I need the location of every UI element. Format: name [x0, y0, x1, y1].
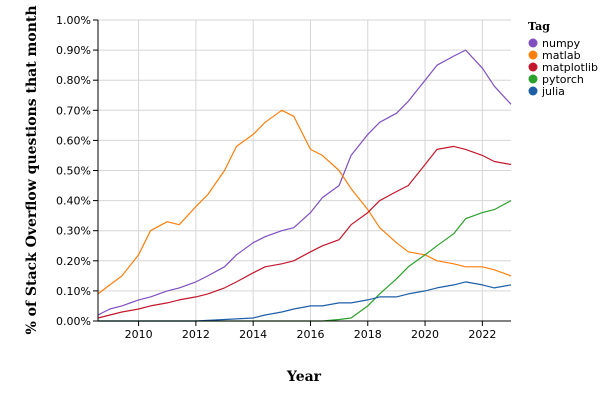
legend-swatch-numpy: [528, 38, 538, 48]
x-tick-label: 2014: [239, 328, 267, 341]
y-tick-label: 0.00%: [56, 315, 91, 328]
legend-swatch-julia: [528, 86, 538, 96]
y-tick-label: 0.10%: [56, 285, 91, 298]
y-tick-label: 0.50%: [56, 165, 91, 178]
x-tick-label: 2016: [296, 328, 324, 341]
y-tick-label: 0.80%: [56, 74, 91, 87]
x-tick-label: 2022: [468, 328, 496, 341]
y-tick-label: 0.20%: [56, 255, 91, 268]
x-tick-label: 2012: [182, 328, 210, 341]
x-axis-title: Year: [286, 369, 322, 385]
y-tick-label: 1.00%: [56, 14, 91, 27]
y-axis-ticks: 0.00% 0.10% 0.20% 0.30% 0.40% 0.50% 0.60% 0.70%…: [56, 14, 98, 328]
x-axis-ticks: 2010 2012 2014 2016 2018 2020 2022: [125, 321, 496, 341]
y-tick-label: 0.30%: [56, 225, 91, 238]
legend-label-numpy: numpy: [542, 37, 581, 50]
grid-lines: [98, 19, 511, 322]
y-tick-label: 0.90%: [56, 44, 91, 57]
y-tick-label: 0.40%: [56, 195, 91, 208]
series-lines: [97, 49, 512, 322]
series-line-pytorch: [98, 200, 512, 322]
y-axis-title: % of Stack Overflow questions that month: [24, 5, 40, 334]
series-line-matplotlib: [97, 145, 512, 319]
series-line-numpy: [97, 49, 512, 316]
legend-label-julia: julia: [541, 85, 565, 98]
legend-label-matplotlib: matplotlib: [542, 61, 598, 74]
y-tick-label: 0.60%: [56, 134, 91, 147]
legend-swatch-matplotlib: [528, 62, 538, 72]
x-tick-label: 2020: [411, 328, 439, 341]
series-line-matlab: [97, 109, 512, 295]
legend-title: Tag: [528, 20, 550, 33]
legend-label-matlab: matlab: [542, 49, 581, 62]
y-tick-label: 0.70%: [56, 104, 91, 117]
x-tick-label: 2018: [354, 328, 382, 341]
legend-label-pytorch: pytorch: [542, 73, 584, 86]
legend-swatch-pytorch: [528, 74, 538, 84]
x-tick-label: 2010: [125, 328, 153, 341]
legend-swatch-matlab: [528, 50, 538, 60]
series-line-julia: [98, 281, 512, 322]
